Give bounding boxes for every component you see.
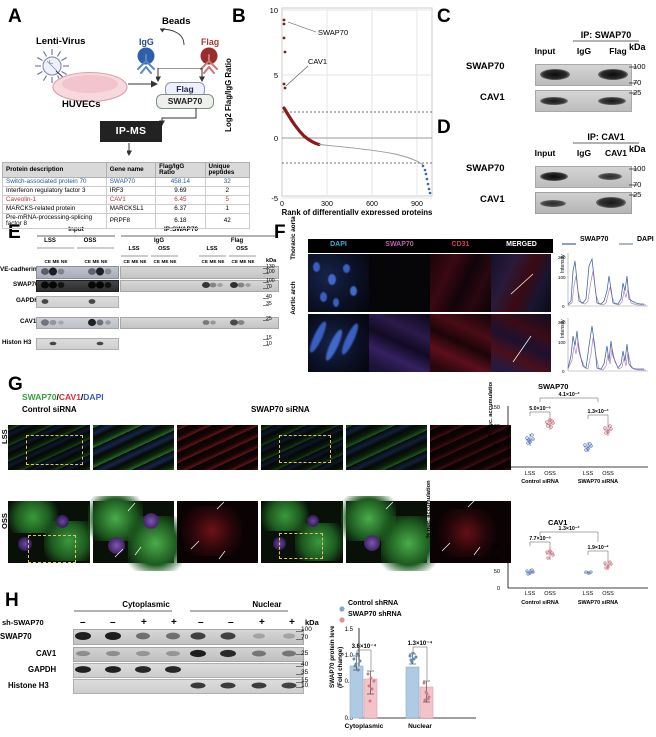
svg-text:900: 900	[411, 201, 423, 208]
svg-text:OSS: OSS	[544, 591, 556, 597]
svg-text:50: 50	[494, 569, 500, 575]
svg-text:Nuclear: Nuclear	[408, 723, 432, 730]
svg-text:CAV1: CAV1	[308, 57, 327, 66]
svg-text:1.0: 1.0	[345, 653, 354, 659]
svg-text:LSS: LSS	[525, 591, 536, 597]
svg-text:SWAP70 siRNA: SWAP70 siRNA	[578, 479, 618, 485]
svg-text:0: 0	[497, 465, 500, 471]
svg-text:1.3×10⁻⁴: 1.3×10⁻⁴	[408, 641, 433, 647]
svg-text:100: 100	[491, 556, 500, 562]
svg-text:Cytoplasmic: Cytoplasmic	[345, 723, 384, 730]
svg-text:150: 150	[491, 543, 500, 549]
svg-text:LSS: LSS	[525, 471, 536, 477]
svg-text:1.9×10⁻²: 1.9×10⁻²	[588, 545, 609, 551]
svg-text:3.6×10⁻⁴: 3.6×10⁻⁴	[352, 644, 377, 650]
svg-text:LSS: LSS	[583, 471, 594, 477]
svg-text:0: 0	[562, 304, 565, 309]
svg-text:10: 10	[270, 6, 278, 15]
svg-text:Intensity: Intensity	[560, 254, 566, 273]
svg-text:0: 0	[497, 586, 500, 592]
svg-text:100: 100	[558, 275, 566, 280]
svg-text:4.1×10⁻³: 4.1×10⁻³	[559, 392, 580, 398]
svg-text:SWAP70 protein levels: SWAP70 protein levels	[329, 626, 336, 688]
svg-text:100: 100	[558, 340, 566, 345]
svg-text:1.5: 1.5	[345, 627, 354, 633]
svg-text:OSS: OSS	[602, 471, 614, 477]
svg-text:7.7×10⁻⁶: 7.7×10⁻⁶	[529, 536, 551, 542]
svg-text:LSS: LSS	[583, 591, 594, 597]
svg-text:OSS: OSS	[544, 471, 556, 477]
svg-text:5.0×10⁻⁶: 5.0×10⁻⁶	[529, 406, 551, 412]
svg-text:5: 5	[274, 71, 278, 80]
svg-text:600: 600	[366, 201, 378, 208]
svg-text:50: 50	[494, 443, 500, 449]
svg-text:0: 0	[274, 134, 278, 143]
svg-text:SWAP70: SWAP70	[318, 28, 348, 37]
svg-text:% nuc. accumulation: % nuc. accumulation	[488, 382, 494, 437]
svg-text:Intensity: Intensity	[560, 319, 566, 338]
svg-text:-5: -5	[271, 194, 278, 203]
svg-text:OSS: OSS	[602, 591, 614, 597]
svg-text:Control siRNA: Control siRNA	[521, 600, 559, 606]
svg-text:1.3×10⁻³: 1.3×10⁻³	[588, 409, 609, 415]
svg-text:Control siRNA: Control siRNA	[521, 479, 559, 485]
svg-text:SWAP70 siRNA: SWAP70 siRNA	[578, 600, 618, 606]
svg-text:(Fold change): (Fold change)	[337, 647, 344, 688]
svg-text:Rank of differentially express: Rank of differentially expressed protein…	[282, 208, 433, 215]
svg-text:300: 300	[321, 201, 333, 208]
svg-text:0: 0	[562, 369, 565, 374]
svg-text:0: 0	[280, 201, 284, 208]
